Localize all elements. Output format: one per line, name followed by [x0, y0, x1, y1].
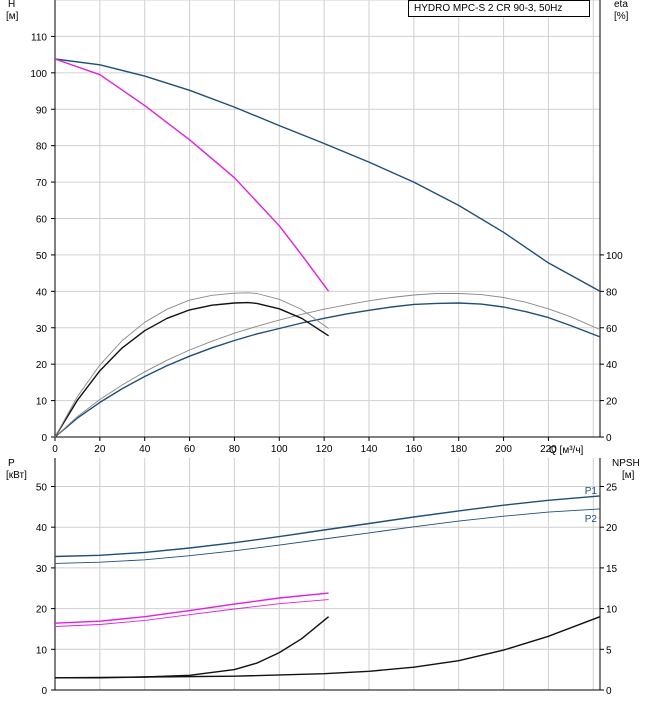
- power-npsh-y-tick-label: 10: [36, 645, 48, 656]
- head-efficiency-y-tick-label: 40: [36, 287, 48, 298]
- head-efficiency-y-tick-label: 70: [36, 178, 48, 189]
- head-efficiency-x-tick-label: 100: [271, 444, 288, 455]
- head-efficiency-x-tick-label: 60: [184, 444, 196, 455]
- head-efficiency-y-tick-label: 30: [36, 324, 48, 335]
- head-efficiency-x-tick-label: 200: [495, 444, 512, 455]
- power-npsh-series-line-4: [55, 616, 330, 679]
- power-npsh-series-label-P2: P2: [585, 514, 598, 525]
- power-npsh-y-tick-label: 20: [36, 605, 48, 616]
- head-efficiency-left-label: H: [8, 0, 15, 10]
- head-efficiency-y-tick-label: 60: [36, 215, 48, 226]
- head-efficiency-x-tick-label: 40: [139, 444, 151, 455]
- head-efficiency-y-tick-label: 20: [36, 360, 48, 371]
- head-efficiency-series-line-0: [54, 58, 601, 292]
- head-efficiency-y-tick-label: 0: [41, 433, 47, 444]
- head-efficiency-x-tick-label: 120: [316, 444, 333, 455]
- head-efficiency-y-tick-label: 100: [30, 69, 47, 80]
- power-npsh-series-line-1: [54, 508, 601, 564]
- power-npsh-y2-tick-label: 5: [606, 645, 612, 656]
- power-npsh-series-label-P1: P1: [585, 486, 598, 497]
- power-npsh-y-tick-label: 40: [36, 523, 48, 534]
- head-efficiency-x-tick-label: 0: [52, 444, 58, 455]
- head-efficiency-series-line-5: [54, 292, 329, 438]
- head-efficiency-x-tick-label: 220: [540, 444, 557, 455]
- head-efficiency-x-tick-label: 180: [450, 444, 467, 455]
- head-efficiency-series-line-1: [54, 58, 330, 292]
- power-npsh-right-unit: [м]: [622, 470, 635, 481]
- power-npsh-y-tick-label: 30: [36, 564, 48, 575]
- head-efficiency-y2-tick-label: 80: [606, 287, 618, 298]
- power-npsh-y-tick-label: 50: [36, 482, 48, 493]
- head-efficiency-series-line-2: [54, 302, 601, 438]
- power-npsh-y2-tick-label: 0: [606, 686, 612, 697]
- head-efficiency-right-label: eta: [614, 0, 628, 10]
- legend-box: HYDRO MPC-S 2 CR 90-3, 50Hz: [408, 0, 590, 17]
- head-efficiency-right-unit: [%]: [614, 11, 629, 22]
- power-npsh-series-line-2: [54, 592, 329, 624]
- power-npsh-y2-tick-label: 25: [606, 482, 618, 493]
- head-efficiency-y2-tick-label: 40: [606, 360, 618, 371]
- head-efficiency-y-tick-label: 110: [31, 32, 47, 43]
- power-npsh-y-tick-label: 0: [41, 686, 47, 697]
- head-efficiency-series-line-4: [54, 301, 329, 438]
- head-efficiency-y-tick-label: 90: [36, 105, 48, 116]
- power-npsh-left-unit: [кВт]: [6, 470, 27, 481]
- head-efficiency-y-tick-label: 10: [36, 397, 48, 408]
- head-efficiency-x-tick-label: 140: [361, 444, 378, 455]
- head-efficiency-x-tick-label: 80: [229, 444, 241, 455]
- head-efficiency-series-line-3: [54, 293, 601, 438]
- power-npsh-y2-tick-label: 20: [606, 523, 618, 534]
- head-efficiency-y-tick-label: 50: [36, 251, 48, 262]
- head-efficiency-left-unit: [м]: [6, 11, 19, 22]
- power-npsh-left-label: P: [8, 458, 15, 469]
- power-npsh-y2-tick-label: 15: [606, 564, 618, 575]
- head-efficiency-y2-tick-label: 60: [606, 324, 618, 335]
- power-npsh-y2-tick-label: 10: [606, 605, 618, 616]
- power-npsh-series-line-5: [54, 616, 601, 679]
- power-npsh-series-line-3: [54, 599, 329, 627]
- power-npsh-right-label: NPSH: [612, 458, 640, 469]
- head-efficiency-y2-tick-label: 0: [606, 433, 612, 444]
- head-efficiency-x-axis-label: Q [м³/ч]: [549, 445, 584, 456]
- head-efficiency-y-tick-label: 80: [36, 142, 48, 153]
- head-efficiency-x-tick-label: 20: [94, 444, 106, 455]
- head-efficiency-x-tick-label: 160: [406, 444, 423, 455]
- head-efficiency-y2-tick-label: 100: [606, 251, 623, 262]
- head-efficiency-y2-tick-label: 20: [606, 397, 618, 408]
- power-npsh-series-line-0: [54, 495, 601, 558]
